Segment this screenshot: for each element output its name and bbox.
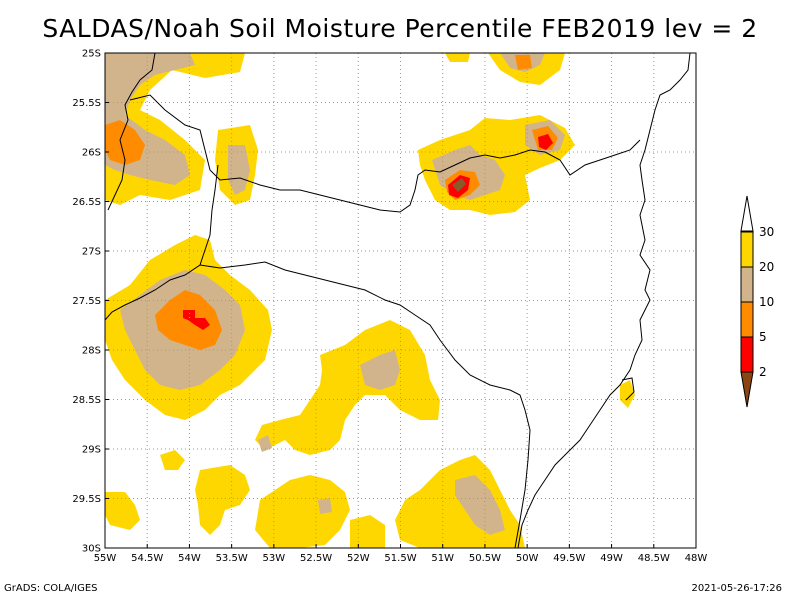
tan-area-south — [455, 475, 505, 535]
y-tick-label: 29.5S — [72, 494, 101, 505]
footer-timestamp: 2021-05-26-17:26 — [691, 583, 782, 594]
x-tick-label: 51W — [431, 553, 454, 564]
x-tick-label: 50.5W — [469, 553, 501, 564]
shaded-field — [105, 53, 635, 548]
legend-label: 5 — [759, 330, 767, 344]
footer-credit: GrADS: COLA/IGES — [4, 583, 98, 594]
border-uruguay-river — [105, 164, 219, 321]
y-tick-label: 28.5S — [72, 395, 101, 406]
y-tick-label: 30S — [82, 544, 101, 555]
legend-swatch — [740, 266, 754, 303]
x-tick-label: 51.5W — [384, 553, 416, 564]
orange-area-nw — [105, 120, 145, 165]
y-tick-label: 25.5S — [72, 98, 101, 109]
x-tick-label: 49.5W — [553, 553, 585, 564]
yellow-area-center — [255, 320, 440, 455]
legend-swatch — [740, 371, 754, 408]
y-tick-label: 27S — [82, 247, 101, 258]
yellow-area-south-a — [255, 475, 350, 548]
tan-area-small — [258, 435, 272, 452]
x-tick-label: 53W — [263, 553, 286, 564]
border-argentina-brazil — [107, 53, 156, 211]
coast-inlet — [621, 377, 635, 401]
tan-area-small-b — [318, 498, 332, 514]
orange-area-top — [515, 55, 532, 70]
red-area-east — [538, 134, 553, 150]
legend-swatch — [740, 231, 754, 268]
legend-swatch — [740, 336, 754, 373]
x-tick-label: 53.5W — [216, 553, 248, 564]
x-tick-label: 48.5W — [638, 553, 670, 564]
x-tick-label: 49W — [600, 553, 623, 564]
legend-label: 10 — [759, 295, 774, 309]
yellow-area-south-b — [350, 515, 385, 548]
x-tick-label: 54W — [178, 553, 201, 564]
colorbar-legend: 2 5 10 20 30 — [740, 195, 774, 408]
brown-area-northeast — [452, 178, 466, 192]
yellow-area-small-b — [160, 450, 185, 470]
y-axis-ticks: 25S 25.5S 26S 26.5S 27S 27.5S 28S 28.5S 29S 29.5S… — [72, 49, 109, 555]
map-title: SALDAS/Noah Soil Moisture Percentile FEB… — [42, 14, 758, 43]
legend-label: 30 — [759, 225, 774, 239]
y-tick-label: 26.5S — [72, 197, 101, 208]
percentile-2-areas — [452, 178, 466, 192]
x-tick-label: 48W — [685, 553, 708, 564]
borders — [105, 53, 691, 548]
legend-swatch — [740, 195, 754, 232]
legend-swatch — [740, 301, 754, 338]
x-tick-label: 55W — [94, 553, 117, 564]
tan-area-center — [360, 350, 400, 390]
yellow-area-south-west — [105, 492, 140, 530]
x-tick-label: 52.5W — [300, 553, 332, 564]
x-tick-label: 54.5W — [131, 553, 163, 564]
y-tick-label: 25S — [82, 49, 101, 60]
y-tick-label: 27.5S — [72, 296, 101, 307]
coastline — [517, 53, 691, 548]
legend-label: 20 — [759, 260, 774, 274]
x-tick-label: 50W — [516, 553, 539, 564]
x-axis-ticks: 55W 54.5W 54W 53.5W 53W 52.5W 52W 51.5W 51W 50.5W… — [94, 544, 708, 564]
border-parana-sc — [129, 94, 641, 213]
red-area-west — [183, 310, 210, 330]
y-tick-label: 26S — [82, 148, 101, 159]
x-tick-label: 52W — [347, 553, 370, 564]
tan-area-strip — [228, 145, 250, 195]
grid-lines — [105, 53, 696, 548]
legend-label: 2 — [759, 365, 767, 379]
yellow-area-coast — [620, 380, 635, 408]
y-tick-label: 28S — [82, 346, 101, 357]
yellow-area-south-mid — [195, 465, 250, 535]
y-tick-label: 29S — [82, 445, 101, 456]
border-sc-rs — [199, 261, 531, 548]
